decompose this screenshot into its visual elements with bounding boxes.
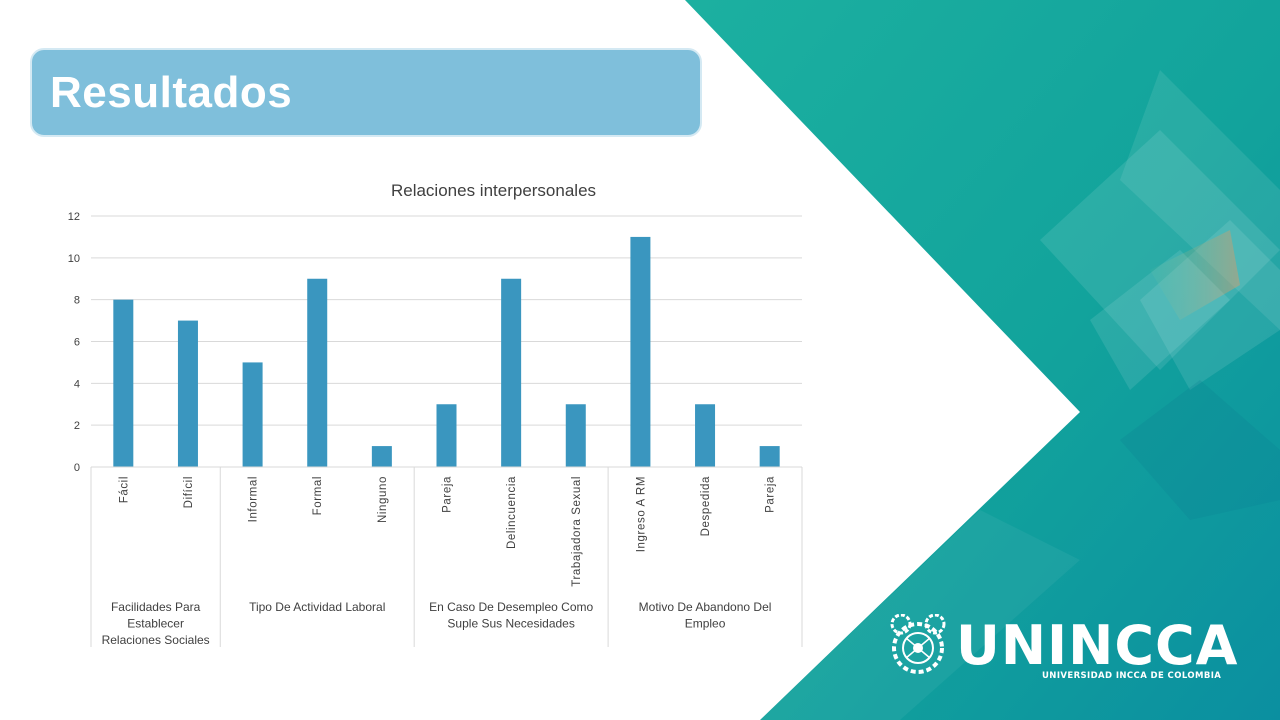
y-tick-label: 12 bbox=[68, 211, 80, 223]
group-label-1: Facilidades Para bbox=[111, 600, 201, 614]
bar-5 bbox=[371, 446, 392, 467]
category-label: Trabajadora Sexual bbox=[571, 476, 583, 587]
bar-1 bbox=[113, 299, 134, 467]
group-label-4: Motivo De Abandono Del bbox=[639, 600, 772, 614]
group-label-3: Suple Sus Necesidades bbox=[447, 617, 574, 631]
bar-2 bbox=[177, 320, 198, 467]
bar-11 bbox=[759, 446, 780, 467]
bar-4 bbox=[307, 278, 328, 467]
bar-3 bbox=[242, 362, 263, 467]
y-tick-label: 0 bbox=[74, 462, 80, 474]
category-label: Despedida bbox=[700, 476, 712, 536]
category-label: Ninguno bbox=[377, 476, 389, 523]
bar-10 bbox=[695, 404, 716, 467]
unincca-logo: UNINCCA UNIVERSIDAD INCCA DE COLOMBIA bbox=[886, 612, 1246, 692]
group-label-4: Empleo bbox=[685, 617, 726, 631]
slide-title: Resultados bbox=[50, 68, 293, 117]
light-diamond-4 bbox=[1090, 250, 1230, 390]
category-label: Delincuencia bbox=[506, 476, 518, 549]
bar-6 bbox=[436, 404, 457, 467]
title-banner: Resultados bbox=[30, 48, 702, 137]
category-label: Fácil bbox=[118, 476, 130, 503]
y-tick-label: 4 bbox=[74, 378, 80, 390]
teal-background-shape bbox=[685, 0, 1280, 720]
y-tick-label: 8 bbox=[74, 295, 80, 307]
y-tick-label: 6 bbox=[74, 337, 80, 349]
category-label: Pareja bbox=[765, 476, 777, 513]
light-stripe-bottom bbox=[760, 510, 1080, 720]
group-label-3: En Caso De Desempleo Como bbox=[429, 600, 593, 614]
logo-wordmark: UNINCCA bbox=[956, 614, 1239, 677]
gear-emblem-icon bbox=[890, 614, 946, 674]
light-diamond-2 bbox=[1040, 130, 1280, 370]
light-diamond-1 bbox=[1120, 70, 1280, 330]
bar-7 bbox=[501, 278, 522, 467]
chart-title: Relaciones interpersonales bbox=[391, 181, 596, 200]
light-diamond-3 bbox=[1140, 220, 1280, 390]
dark-diamond bbox=[1120, 380, 1280, 520]
category-label: Pareja bbox=[442, 476, 454, 513]
bar-9 bbox=[630, 236, 651, 467]
y-tick-label: 2 bbox=[74, 420, 80, 432]
bar-8 bbox=[565, 404, 586, 467]
logo-subtitle: UNIVERSIDAD INCCA DE COLOMBIA bbox=[1042, 671, 1222, 681]
orange-diamond bbox=[1150, 230, 1240, 320]
category-label: Ingreso A RM bbox=[635, 476, 647, 552]
group-label-2: Tipo De Actividad Laboral bbox=[249, 600, 385, 614]
group-label-1: Relaciones Sociales bbox=[102, 633, 210, 647]
group-label-1: Establecer bbox=[127, 617, 184, 631]
category-label: Difícil bbox=[183, 476, 195, 508]
category-label: Informal bbox=[248, 476, 260, 522]
y-tick-label: 10 bbox=[68, 253, 80, 265]
category-label: Formal bbox=[312, 476, 324, 515]
